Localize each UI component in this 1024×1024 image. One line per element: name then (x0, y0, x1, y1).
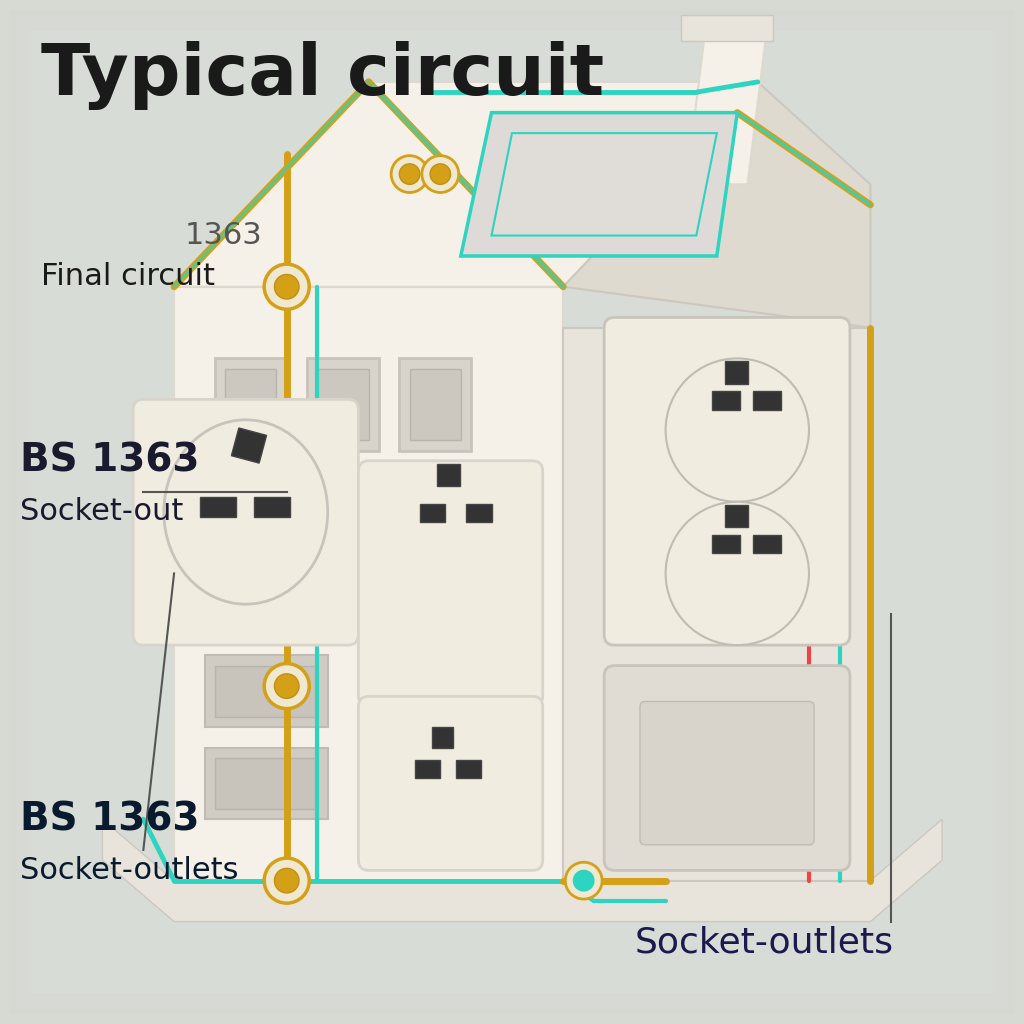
Text: Final circuit: Final circuit (41, 262, 215, 291)
Bar (200, 497, 236, 517)
Polygon shape (174, 82, 758, 287)
Text: Typical circuit: Typical circuit (41, 41, 604, 110)
Bar (410, 369, 461, 440)
Circle shape (399, 164, 420, 184)
Bar (712, 391, 740, 410)
Bar (725, 361, 748, 384)
Bar (432, 727, 453, 748)
Ellipse shape (666, 502, 809, 645)
FancyBboxPatch shape (358, 696, 543, 870)
Polygon shape (174, 287, 563, 881)
Polygon shape (563, 328, 870, 881)
Circle shape (274, 274, 299, 299)
Text: Socket-out: Socket-out (20, 498, 184, 526)
Circle shape (573, 870, 594, 891)
Text: Socket-outlets: Socket-outlets (20, 856, 239, 885)
Bar (254, 497, 290, 517)
Bar (420, 504, 445, 522)
Circle shape (264, 858, 309, 903)
Circle shape (430, 164, 451, 184)
Bar (317, 369, 369, 440)
Bar (712, 535, 740, 553)
FancyBboxPatch shape (604, 317, 850, 645)
Bar (725, 505, 748, 527)
Bar (466, 504, 492, 522)
Bar (215, 758, 317, 809)
Circle shape (264, 264, 309, 309)
Bar (215, 666, 317, 717)
Ellipse shape (666, 358, 809, 502)
Bar (753, 391, 781, 410)
Bar (205, 748, 328, 819)
Circle shape (264, 664, 309, 709)
Bar (399, 358, 471, 451)
FancyBboxPatch shape (133, 399, 358, 645)
Bar (307, 358, 379, 451)
Polygon shape (563, 82, 870, 328)
Polygon shape (492, 133, 717, 236)
Ellipse shape (164, 420, 328, 604)
Bar (437, 464, 460, 486)
Circle shape (264, 469, 309, 514)
Circle shape (274, 674, 299, 698)
Polygon shape (686, 20, 768, 184)
Circle shape (274, 479, 299, 504)
Bar (681, 15, 773, 41)
Text: BS 1363: BS 1363 (20, 441, 200, 480)
Text: 1363: 1363 (184, 221, 262, 250)
Bar (415, 760, 440, 778)
Bar (225, 369, 276, 440)
FancyBboxPatch shape (604, 666, 850, 870)
Bar (456, 760, 481, 778)
Circle shape (565, 862, 602, 899)
Polygon shape (461, 113, 737, 256)
Polygon shape (102, 819, 942, 922)
Bar (231, 428, 266, 463)
Text: BS 1363: BS 1363 (20, 800, 200, 839)
Bar (753, 535, 781, 553)
Circle shape (391, 156, 428, 193)
Circle shape (274, 868, 299, 893)
FancyBboxPatch shape (358, 461, 543, 707)
Text: Socket-outlets: Socket-outlets (635, 925, 894, 959)
Bar (205, 655, 328, 727)
FancyBboxPatch shape (640, 701, 814, 845)
Bar (215, 358, 287, 451)
Circle shape (422, 156, 459, 193)
